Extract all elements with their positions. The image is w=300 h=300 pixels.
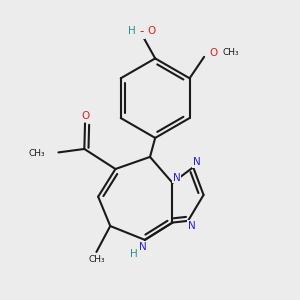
Text: CH₃: CH₃ (29, 148, 45, 158)
Text: O: O (81, 111, 89, 121)
Text: N: N (188, 221, 195, 231)
Text: O: O (148, 26, 156, 37)
Text: N: N (193, 157, 200, 167)
Text: H: H (128, 26, 136, 37)
Text: O: O (210, 48, 218, 58)
Text: N: N (173, 172, 181, 183)
Text: CH₃: CH₃ (88, 255, 105, 264)
Text: -: - (140, 25, 144, 38)
Text: CH₃: CH₃ (222, 48, 239, 57)
Text: N: N (139, 242, 147, 253)
Text: H: H (130, 249, 138, 260)
